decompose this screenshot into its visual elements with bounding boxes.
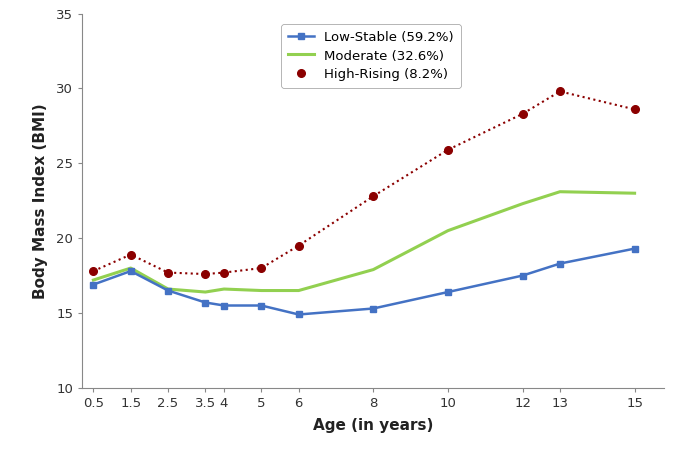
High-Rising (8.2%) (127, 252, 135, 258)
Moderate (32.6%) (369, 267, 377, 272)
High-Rising (8.2%) (258, 265, 266, 271)
Low-Stable (59.2%) (295, 312, 303, 317)
Moderate (32.6%) (444, 228, 452, 233)
Moderate (32.6%) (164, 286, 172, 292)
Moderate (32.6%) (556, 189, 564, 194)
High-Rising (8.2%) (556, 89, 564, 94)
Moderate (32.6%) (630, 190, 638, 196)
Low-Stable (59.2%) (127, 268, 135, 274)
Low-Stable (59.2%) (556, 261, 564, 266)
High-Rising (8.2%) (89, 268, 97, 274)
Low-Stable (59.2%) (444, 290, 452, 295)
Low-Stable (59.2%) (164, 288, 172, 293)
High-Rising (8.2%) (164, 270, 172, 275)
Low-Stable (59.2%) (519, 273, 527, 278)
Moderate (32.6%) (519, 201, 527, 207)
Low-Stable (59.2%) (201, 300, 210, 305)
High-Rising (8.2%) (519, 111, 527, 116)
Legend: Low-Stable (59.2%), Moderate (32.6%), High-Rising (8.2%): Low-Stable (59.2%), Moderate (32.6%), Hi… (281, 24, 461, 88)
Low-Stable (59.2%) (369, 306, 377, 311)
High-Rising (8.2%) (295, 243, 303, 249)
Y-axis label: Body Mass Index (BMI): Body Mass Index (BMI) (33, 103, 48, 299)
Line: Moderate (32.6%): Moderate (32.6%) (93, 192, 634, 292)
Low-Stable (59.2%) (258, 303, 266, 308)
High-Rising (8.2%) (201, 272, 210, 277)
Moderate (32.6%) (89, 277, 97, 283)
High-Rising (8.2%) (369, 193, 377, 199)
Moderate (32.6%) (220, 286, 228, 292)
Moderate (32.6%) (127, 265, 135, 271)
Moderate (32.6%) (295, 288, 303, 293)
High-Rising (8.2%) (220, 270, 228, 275)
High-Rising (8.2%) (630, 106, 638, 112)
Moderate (32.6%) (258, 288, 266, 293)
Low-Stable (59.2%) (220, 303, 228, 308)
X-axis label: Age (in years): Age (in years) (313, 418, 434, 433)
Line: Low-Stable (59.2%): Low-Stable (59.2%) (90, 245, 638, 318)
Moderate (32.6%) (201, 290, 210, 295)
Low-Stable (59.2%) (630, 246, 638, 251)
Line: High-Rising (8.2%): High-Rising (8.2%) (90, 87, 638, 278)
Low-Stable (59.2%) (89, 282, 97, 287)
High-Rising (8.2%) (444, 147, 452, 152)
